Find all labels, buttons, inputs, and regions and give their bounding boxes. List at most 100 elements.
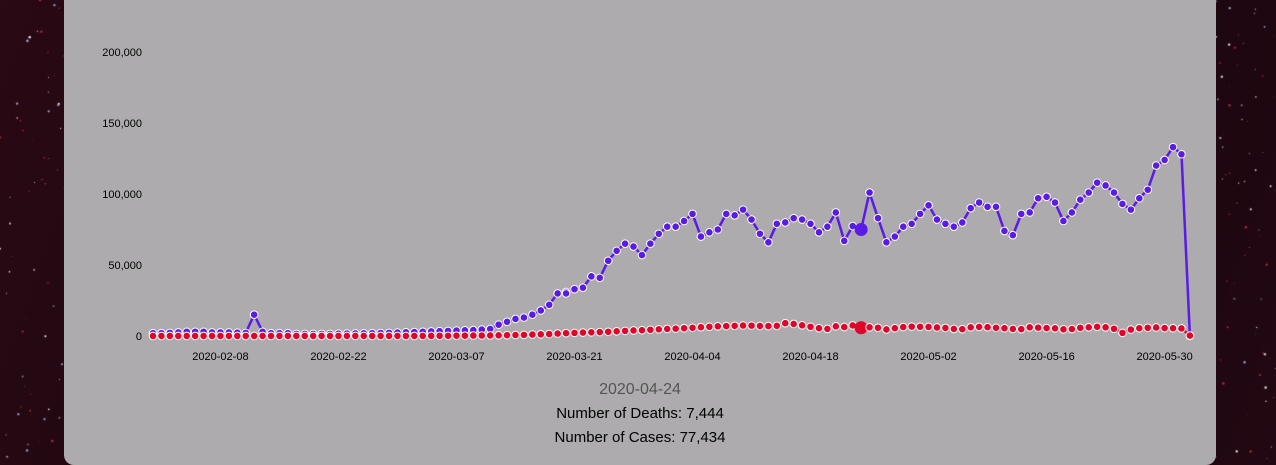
deaths-point[interactable] [595,327,605,337]
deaths-point[interactable] [1000,323,1009,333]
cases-point[interactable] [528,310,537,320]
deaths-point[interactable] [536,329,546,339]
deaths-point[interactable] [780,318,790,328]
deaths-point[interactable] [679,323,689,333]
cases-point[interactable] [570,284,579,294]
cases-point[interactable] [654,229,664,239]
cases-point[interactable] [764,237,773,247]
deaths-point[interactable] [1033,323,1043,332]
deaths-point[interactable] [443,331,453,341]
deaths-point[interactable] [485,331,495,340]
deaths-point[interactable] [173,331,183,341]
deaths-point[interactable] [342,331,352,341]
deaths-point[interactable] [460,331,470,340]
deaths-point[interactable] [688,323,697,333]
deaths-point[interactable] [148,331,158,341]
deaths-point[interactable] [924,322,933,332]
cases-point[interactable] [679,216,689,226]
cases-point[interactable] [1143,185,1153,195]
cases-point[interactable] [730,211,739,220]
deaths-point[interactable] [966,323,976,332]
cases-point[interactable] [502,317,512,327]
cases-point[interactable] [839,236,849,246]
deaths-point[interactable] [275,331,284,341]
deaths-point[interactable] [974,322,984,332]
deaths-point[interactable] [233,331,242,341]
cases-point[interactable] [747,215,756,224]
deaths-point[interactable] [511,330,520,340]
deaths-point[interactable] [1185,331,1195,340]
cases-point[interactable] [854,223,868,236]
deaths-point[interactable] [401,331,411,341]
deaths-point[interactable] [1084,323,1094,332]
deaths-point[interactable] [646,325,655,335]
cases-point[interactable] [1109,188,1119,197]
deaths-point[interactable] [1059,325,1068,334]
cases-point[interactable] [1118,199,1127,209]
cases-point[interactable] [1135,193,1144,203]
cases-point[interactable] [1101,181,1110,190]
deaths-point[interactable] [797,321,807,330]
deaths-point[interactable] [199,331,208,341]
deaths-point[interactable] [603,327,613,337]
deaths-point[interactable] [182,331,192,341]
deaths-point[interactable] [241,331,251,341]
deaths-point[interactable] [806,322,815,332]
cases-point[interactable] [249,310,259,320]
cases-point[interactable] [553,289,562,298]
deaths-point[interactable] [528,330,537,339]
deaths-point[interactable] [882,325,891,334]
deaths-point[interactable] [789,319,798,329]
deaths-point[interactable] [165,331,175,341]
cases-point[interactable] [814,228,824,237]
deaths-point[interactable] [266,331,276,341]
deaths-point[interactable] [738,321,748,330]
cases-point[interactable] [865,188,874,197]
cases-point[interactable] [924,201,933,210]
deaths-point[interactable] [325,331,335,341]
cases-point[interactable] [705,228,714,237]
cases-point[interactable] [544,300,554,310]
cases-point[interactable] [907,219,917,229]
deaths-point[interactable] [578,328,588,337]
deaths-point[interactable] [1042,323,1051,333]
deaths-point[interactable] [1135,323,1144,333]
deaths-point[interactable] [957,324,967,334]
cases-point[interactable] [1160,155,1169,165]
cases-point[interactable] [789,213,798,223]
cases-point[interactable] [1000,226,1009,236]
deaths-point[interactable] [494,330,503,340]
cases-point[interactable] [536,306,546,315]
cases-point[interactable] [1168,142,1178,152]
deaths-point[interactable] [216,331,225,341]
cases-point[interactable] [1084,188,1094,197]
deaths-point[interactable] [384,331,394,341]
deaths-point[interactable] [831,322,841,331]
cases-point[interactable] [662,222,672,231]
deaths-point[interactable] [941,323,950,333]
deaths-point[interactable] [1076,323,1085,333]
deaths-point[interactable] [393,331,402,341]
deaths-point[interactable] [730,321,739,331]
deaths-point[interactable] [351,331,360,341]
deaths-point[interactable] [764,321,773,331]
deaths-point[interactable] [907,322,917,331]
cases-point[interactable] [494,320,503,329]
deaths-point[interactable] [553,329,562,338]
cases-point[interactable] [696,232,706,241]
cases-point[interactable] [1151,161,1161,170]
deaths-point[interactable] [671,324,680,333]
deaths-point[interactable] [367,331,377,341]
deaths-point[interactable] [1067,324,1077,334]
deaths-point[interactable] [629,326,638,335]
deaths-point[interactable] [612,327,621,336]
deaths-point[interactable] [823,324,832,334]
cases-point[interactable] [755,229,765,239]
deaths-point[interactable] [705,322,714,332]
deaths-point[interactable] [519,330,529,340]
cases-point[interactable] [519,313,529,322]
cases-point[interactable] [932,215,942,224]
deaths-point[interactable] [561,328,571,338]
cases-point[interactable] [1092,178,1102,187]
deaths-point[interactable] [477,331,487,340]
